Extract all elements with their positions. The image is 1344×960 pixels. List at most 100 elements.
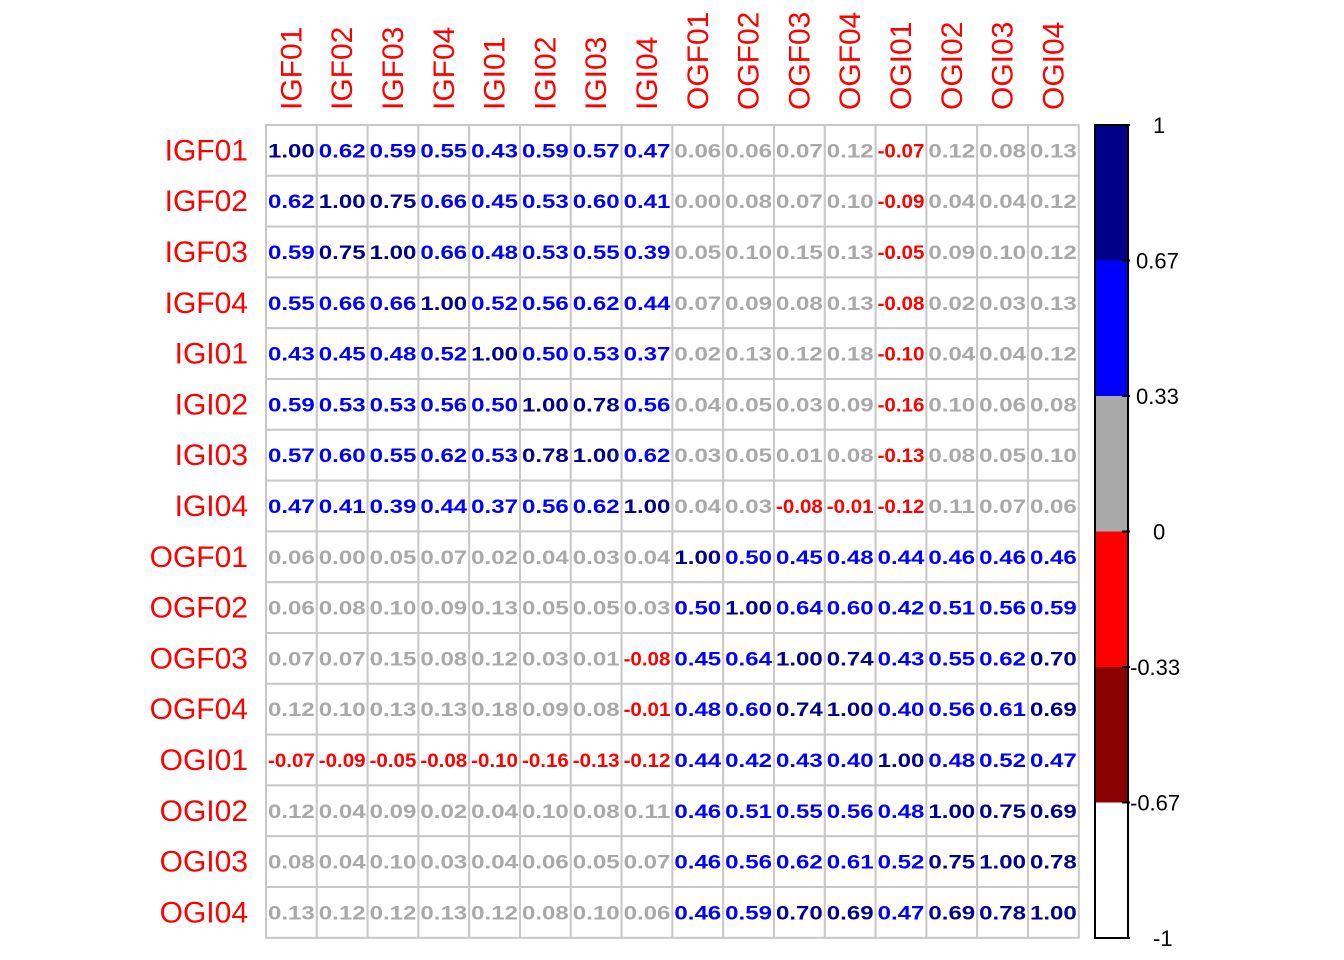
heatmap-cell	[925, 327, 979, 381]
heatmap-cell	[722, 733, 776, 787]
cell-value-label: 1.00	[370, 243, 417, 264]
heatmap-cell	[366, 327, 420, 381]
heatmap-cell	[265, 428, 318, 482]
cell-value-label: 0.47	[268, 497, 315, 518]
cell-value-label: 0.13	[420, 903, 467, 924]
heatmap-cell	[265, 276, 318, 330]
cell-value-label: 1.00	[979, 853, 1026, 874]
cell-value-label: 0.50	[471, 395, 518, 416]
cell-value-label: 0.07	[420, 548, 467, 569]
cell-value-label: 0.70	[1030, 649, 1077, 670]
cell-value-label: 0.55	[573, 243, 620, 264]
heatmap-cell	[265, 632, 318, 685]
cell-value-label: 0.05	[674, 243, 721, 264]
heatmap-cell	[976, 479, 1030, 533]
heatmap-cell	[519, 632, 572, 685]
cell-value-label: 0.02	[674, 345, 721, 366]
heatmap-cell	[315, 428, 369, 482]
heatmap-cell	[823, 682, 877, 736]
heatmap-cell	[315, 327, 369, 381]
heatmap-cell	[519, 784, 572, 838]
cell-value-label: 1.00	[624, 497, 671, 518]
heatmap-cell	[773, 327, 826, 381]
heatmap-cell	[468, 378, 522, 431]
heatmap-cell	[671, 784, 725, 838]
cell-value-label: 0.60	[827, 599, 874, 620]
heatmap-cell	[722, 124, 776, 177]
heatmap-cell	[519, 530, 572, 584]
cell-value-label: 0.05	[573, 853, 620, 874]
legend-color-bin	[1095, 396, 1128, 532]
heatmap-cell	[519, 276, 572, 330]
cell-value-label: -0.13	[573, 751, 620, 772]
cell-value-label: 0.59	[725, 903, 772, 924]
cell-value-label: 0.74	[827, 649, 874, 670]
cell-value-label: 0.10	[725, 243, 772, 264]
heatmap-cell	[519, 174, 572, 228]
heatmap-cell	[823, 886, 877, 939]
cell-value-label: -0.08	[878, 294, 925, 315]
cell-value-label: 0.06	[979, 395, 1026, 416]
cell-value-label: 0.47	[878, 903, 925, 924]
cell-value-label: 0.59	[370, 141, 417, 162]
cell-value-label: 0.55	[928, 649, 975, 670]
legend-tick-label: -0.67	[1130, 791, 1180, 816]
row-label: IGF04	[165, 287, 248, 320]
cell-value-label: 0.08	[979, 141, 1026, 162]
cell-value-label: 0.44	[420, 497, 467, 518]
cell-value-label: 0.69	[928, 903, 975, 924]
cell-value-label: 0.13	[471, 599, 518, 620]
cell-value-label: 0.04	[624, 548, 671, 569]
cell-value-label: 0.44	[624, 294, 671, 315]
heatmap-cell	[1027, 378, 1080, 431]
cell-value-label: 0.12	[1030, 243, 1077, 264]
cell-value-label: 1.00	[1030, 903, 1077, 924]
heatmap-cell	[519, 428, 572, 482]
cell-value-label: 0.18	[471, 700, 518, 721]
row-label: IGF03	[165, 236, 248, 269]
heatmap-cell	[823, 428, 877, 482]
cell-value-label: 1.00	[725, 599, 772, 620]
heatmap-cell	[620, 276, 674, 330]
heatmap-cell	[773, 835, 826, 889]
legend-tick-label: 0	[1153, 520, 1165, 545]
column-label: IGI02	[529, 37, 562, 110]
cell-value-label: 0.53	[573, 345, 620, 366]
row-label: IGI01	[175, 338, 248, 371]
heatmap-cell	[519, 835, 572, 889]
cell-value-label: 0.55	[370, 446, 417, 467]
cell-value-label: 0.75	[979, 802, 1026, 823]
cell-value-label: 0.41	[319, 497, 366, 518]
cell-value-label: 0.12	[319, 903, 366, 924]
cell-value-label: 0.43	[268, 345, 315, 366]
heatmap-cell	[671, 479, 725, 533]
cell-value-label: 0.13	[370, 700, 417, 721]
cell-value-label: 0.15	[776, 243, 823, 264]
heatmap-cell	[976, 733, 1030, 787]
row-label: OGF04	[150, 693, 248, 726]
cell-value-label: 1.00	[471, 345, 518, 366]
heatmap-cells: 1.00 0.62 0.59 0.55 0.43 0.59 0.57 0.47 0.06 0.06…	[265, 124, 1080, 939]
column-label: IGF02	[326, 27, 359, 110]
cell-value-label: 0.07	[674, 294, 721, 315]
cell-value-label: 0.09	[725, 294, 772, 315]
cell-value-label: -0.13	[878, 446, 925, 467]
row-label: OGI01	[160, 744, 248, 777]
cell-value-label: 0.48	[370, 345, 417, 366]
cell-value-label: 0.04	[674, 395, 721, 416]
cell-value-label: 0.15	[370, 649, 417, 670]
heatmap-cell	[468, 225, 522, 279]
cell-value-label: 0.56	[725, 853, 772, 874]
cell-value-label: 0.13	[268, 903, 315, 924]
heatmap-cell	[620, 479, 674, 533]
cell-value-label: 0.48	[878, 802, 925, 823]
cell-value-label: 0.60	[573, 192, 620, 213]
heatmap-cell	[620, 632, 674, 685]
cell-value-label: 0.08	[1030, 395, 1077, 416]
cell-value-label: 0.10	[979, 243, 1026, 264]
heatmap-cell	[1027, 327, 1080, 381]
cell-value-label: 0.64	[776, 599, 823, 620]
legend-color-bin	[1095, 260, 1128, 397]
cell-value-label: 0.52	[471, 294, 518, 315]
cell-value-label: 0.13	[420, 700, 467, 721]
